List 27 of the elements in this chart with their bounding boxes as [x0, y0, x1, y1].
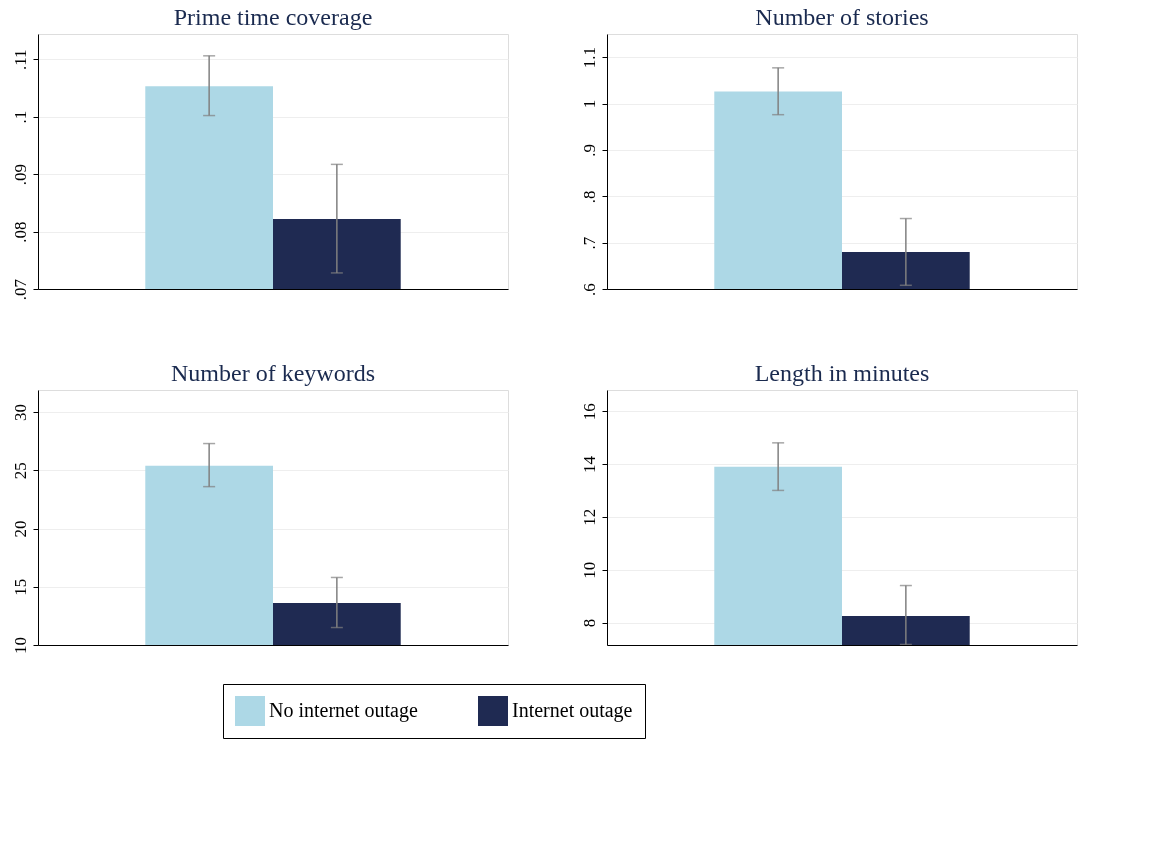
y-tick-label: 1.1 — [579, 47, 599, 69]
y-tick-label: .8 — [579, 190, 599, 204]
y-tick-label: 10 — [579, 561, 599, 579]
legend-label: Internet outage — [512, 699, 633, 722]
chart-title: Number of keywords — [171, 360, 375, 386]
chart-title: Prime time coverage — [173, 4, 373, 30]
y-tick-label: .1 — [10, 110, 30, 124]
y-tick-label: 30 — [10, 404, 30, 422]
y-tick-label: 12 — [579, 508, 599, 526]
y-tick-label: 15 — [10, 578, 30, 596]
y-tick-label: .7 — [579, 236, 599, 250]
y-tick-label: .09 — [10, 164, 30, 186]
y-tick-label: 1 — [579, 99, 599, 109]
y-tick-label: 25 — [10, 462, 30, 480]
y-tick-label: .07 — [10, 278, 30, 301]
y-tick-label: 14 — [579, 455, 599, 473]
y-tick-label: .08 — [10, 221, 30, 243]
y-tick-label: .11 — [10, 49, 30, 71]
y-tick-label: 16 — [579, 403, 599, 421]
chart-title: Length in minutes — [754, 360, 930, 386]
y-tick-label: 20 — [10, 520, 30, 538]
y-tick-label: 10 — [10, 637, 30, 654]
y-tick-label: 8 — [579, 618, 599, 628]
y-tick-label: .9 — [579, 144, 599, 157]
chart-title: Number of stories — [755, 4, 929, 30]
y-tick-label: .6 — [579, 283, 599, 296]
legend-label: No internet outage — [269, 699, 418, 722]
